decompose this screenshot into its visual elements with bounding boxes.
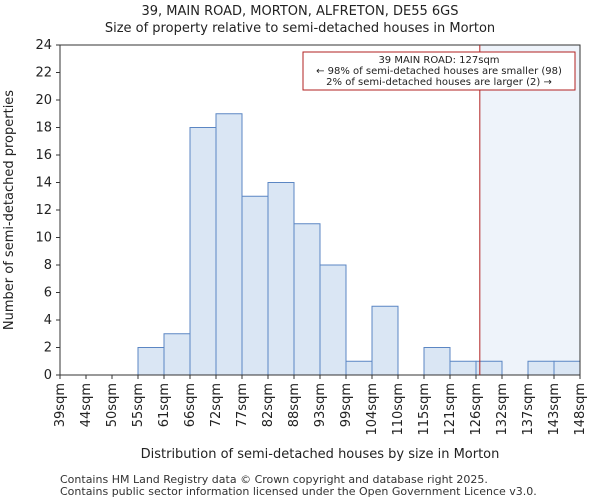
x-tick-label: 93sqm xyxy=(313,383,328,427)
larger-region-shade xyxy=(479,45,580,375)
x-tick-label: 77sqm xyxy=(235,383,250,427)
bar xyxy=(241,195,269,376)
bar xyxy=(449,360,477,376)
bar xyxy=(163,333,191,376)
x-tick-label: 126sqm xyxy=(469,383,484,436)
x-tick-label: 55sqm xyxy=(131,383,146,427)
bar xyxy=(319,264,347,376)
x-tick-label: 39sqm xyxy=(53,383,68,427)
x-tick-label: 61sqm xyxy=(157,383,172,427)
x-tick-label: 115sqm xyxy=(417,383,432,436)
y-tick-label: 6 xyxy=(44,286,52,301)
y-tick-label: 10 xyxy=(35,231,52,246)
y-tick-label: 4 xyxy=(44,313,52,328)
bar xyxy=(215,113,243,376)
y-tick-label: 16 xyxy=(35,148,52,163)
x-tick-label: 44sqm xyxy=(79,383,94,427)
bar xyxy=(423,347,451,376)
bar xyxy=(137,347,165,376)
x-tick-label: 104sqm xyxy=(365,383,380,436)
footer-licence: Contains public sector information licen… xyxy=(60,485,537,498)
bar xyxy=(553,360,581,376)
x-tick-label: 99sqm xyxy=(339,383,354,427)
x-tick-label: 143sqm xyxy=(547,383,562,436)
y-axis-label: Number of semi-detached properties xyxy=(2,90,17,330)
x-tick-label: 66sqm xyxy=(183,383,198,427)
y-tick-label: 20 xyxy=(35,93,52,108)
annotation-line: 2% of semi-detached houses are larger (2… xyxy=(326,77,552,88)
bar xyxy=(293,223,321,376)
x-tick-label: 132sqm xyxy=(495,383,510,436)
bar xyxy=(189,127,217,376)
x-tick-label: 110sqm xyxy=(391,383,406,436)
y-tick-label: 18 xyxy=(35,121,52,136)
y-tick-label: 2 xyxy=(44,341,52,356)
y-tick-label: 8 xyxy=(44,258,52,273)
chart-title: 39, MAIN ROAD, MORTON, ALFRETON, DE55 6G… xyxy=(141,4,459,19)
annotation-line: 39 MAIN ROAD: 127sqm xyxy=(378,55,499,66)
x-tick-label: 148sqm xyxy=(573,383,588,436)
bar xyxy=(371,305,399,376)
x-tick-label: 82sqm xyxy=(261,383,276,427)
x-tick-label: 137sqm xyxy=(521,383,536,436)
y-tick-label: 0 xyxy=(44,368,52,383)
annotation-line: ← 98% of semi-detached houses are smalle… xyxy=(316,66,562,77)
bar xyxy=(267,182,295,376)
footer-copyright: Contains HM Land Registry data © Crown c… xyxy=(60,473,488,486)
chart-subtitle: Size of property relative to semi-detach… xyxy=(104,21,496,36)
annotation-box xyxy=(302,51,576,91)
x-tick-label: 50sqm xyxy=(105,383,120,427)
bar xyxy=(345,360,373,376)
y-tick-label: 22 xyxy=(35,66,52,81)
y-tick-label: 24 xyxy=(35,38,52,53)
x-tick-label: 72sqm xyxy=(209,383,224,427)
bar xyxy=(527,360,555,376)
x-axis-label: Distribution of semi-detached houses by … xyxy=(141,447,500,462)
x-tick-label: 88sqm xyxy=(287,383,302,427)
y-tick-label: 12 xyxy=(35,203,52,218)
x-tick-label: 121sqm xyxy=(443,383,458,436)
y-tick-label: 14 xyxy=(35,176,52,191)
